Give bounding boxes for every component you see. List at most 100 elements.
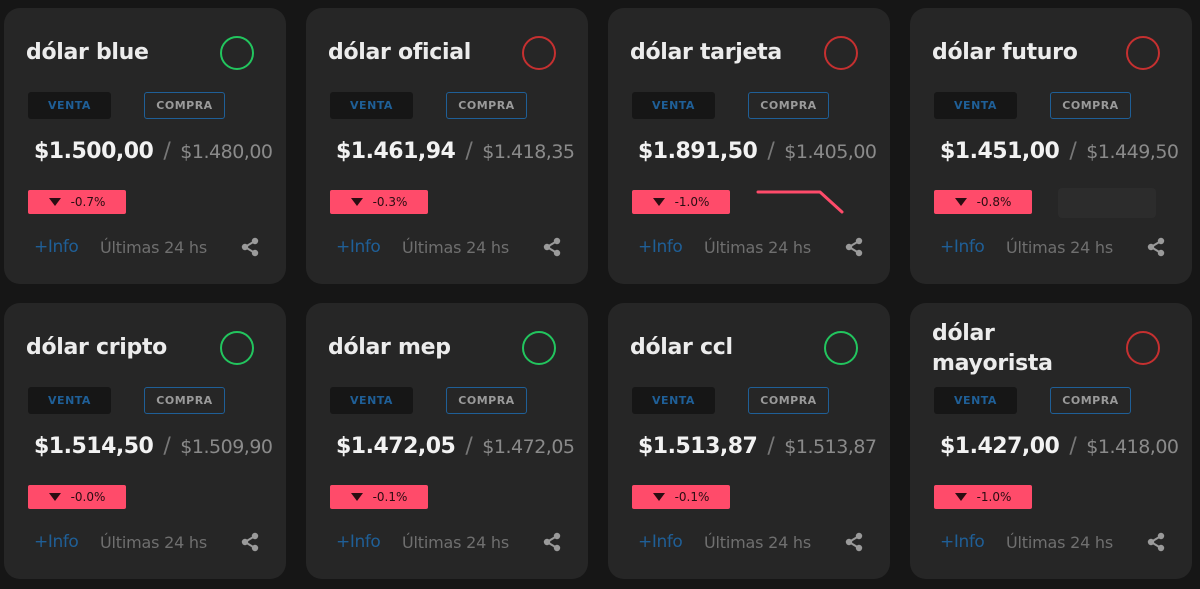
sell-price: $1.461,94 bbox=[336, 139, 456, 164]
triangle-down-icon bbox=[350, 493, 363, 501]
price-row: $1.472,05 / $1.472,05 bbox=[336, 431, 575, 463]
venta-tab[interactable]: VENTA bbox=[632, 387, 715, 414]
price-row: $1.513,87 / $1.513,87 bbox=[638, 431, 877, 463]
triangle-down-icon bbox=[652, 198, 665, 206]
quote-card-blue[interactable]: dólar blue VENTA COMPRA $1.500,00 / $1.480… bbox=[4, 8, 286, 284]
info-link[interactable]: +Info bbox=[34, 237, 79, 257]
status-circle-icon bbox=[824, 331, 858, 365]
venta-tab[interactable]: VENTA bbox=[934, 387, 1017, 414]
share-icon[interactable] bbox=[844, 532, 864, 552]
buy-price: $1.405,00 bbox=[784, 141, 877, 163]
triangle-down-icon bbox=[652, 493, 665, 501]
card-title: dólar cripto bbox=[26, 335, 167, 360]
status-circle-icon bbox=[522, 331, 556, 365]
triangle-down-icon bbox=[48, 493, 61, 501]
info-link[interactable]: +Info bbox=[336, 532, 381, 552]
price-separator: / bbox=[1069, 434, 1077, 459]
change-badge: -0.1% bbox=[330, 485, 428, 509]
card-footer: +Info Últimas 24 hs bbox=[34, 234, 266, 260]
change-badge: -0.1% bbox=[632, 485, 730, 509]
venta-tab[interactable]: VENTA bbox=[330, 92, 413, 119]
compra-tab[interactable]: COMPRA bbox=[748, 387, 829, 414]
last-24h-link[interactable]: Últimas 24 hs bbox=[1006, 237, 1114, 257]
sell-price: $1.513,87 bbox=[638, 434, 758, 459]
change-value: -0.7% bbox=[70, 195, 106, 209]
last-24h-link[interactable]: Últimas 24 hs bbox=[704, 237, 812, 257]
compra-tab[interactable]: COMPRA bbox=[748, 92, 829, 119]
share-icon[interactable] bbox=[1146, 532, 1166, 552]
change-badge: -1.0% bbox=[632, 190, 730, 214]
sell-price: $1.891,50 bbox=[638, 139, 758, 164]
price-row: $1.514,50 / $1.509,90 bbox=[34, 431, 273, 463]
price-separator: / bbox=[163, 139, 171, 164]
buy-price: $1.472,05 bbox=[482, 436, 575, 458]
last-24h-link[interactable]: Últimas 24 hs bbox=[402, 237, 510, 257]
change-value: -0.0% bbox=[70, 490, 106, 504]
info-link[interactable]: +Info bbox=[638, 237, 683, 257]
info-link[interactable]: +Info bbox=[336, 237, 381, 257]
compra-tab[interactable]: COMPRA bbox=[144, 92, 225, 119]
last-24h-link[interactable]: Últimas 24 hs bbox=[1006, 532, 1114, 552]
compra-tab[interactable]: COMPRA bbox=[446, 92, 527, 119]
status-circle-icon bbox=[1126, 36, 1160, 70]
info-link[interactable]: +Info bbox=[638, 532, 683, 552]
compra-tab[interactable]: COMPRA bbox=[446, 387, 527, 414]
venta-tab[interactable]: VENTA bbox=[28, 92, 111, 119]
share-icon[interactable] bbox=[844, 237, 864, 257]
card-footer: +Info Últimas 24 hs bbox=[638, 529, 870, 555]
triangle-down-icon bbox=[954, 198, 967, 206]
status-circle-icon bbox=[824, 36, 858, 70]
share-icon[interactable] bbox=[240, 237, 260, 257]
status-circle-icon bbox=[522, 36, 556, 70]
price-separator: / bbox=[1069, 139, 1077, 164]
status-circle-icon bbox=[1126, 331, 1160, 365]
quote-card-futuro[interactable]: dólar futuro VENTA COMPRA $1.451,00/$1.4… bbox=[910, 8, 1192, 284]
status-circle-icon bbox=[220, 36, 254, 70]
price-row: $1.500,00 / $1.480,00 bbox=[34, 136, 273, 168]
price-separator: / bbox=[767, 434, 775, 459]
price-row: $1.891,50 / $1.405,00 bbox=[638, 136, 877, 168]
price-separator: / bbox=[465, 434, 473, 459]
info-link[interactable]: +Info bbox=[34, 532, 79, 552]
share-icon[interactable] bbox=[1146, 237, 1166, 257]
info-link[interactable]: +Info bbox=[940, 532, 985, 552]
compra-tab[interactable]: COMPRA bbox=[1050, 92, 1131, 119]
quote-card-oficial[interactable]: dólar oficial VENTA COMPRA $1.461,94/$1.… bbox=[306, 8, 588, 284]
venta-tab[interactable]: VENTA bbox=[28, 387, 111, 414]
share-icon[interactable] bbox=[542, 237, 562, 257]
venta-tab[interactable]: VENTA bbox=[632, 92, 715, 119]
card-title: dólar blue bbox=[26, 40, 149, 65]
change-badge: -0.3% bbox=[330, 190, 428, 214]
info-link[interactable]: +Info bbox=[940, 237, 985, 257]
card-title: dólar tarjeta bbox=[630, 40, 782, 65]
card-footer: +Info Últimas 24 hs bbox=[34, 529, 266, 555]
sparkline-placeholder bbox=[1058, 188, 1156, 218]
last-24h-link[interactable]: Últimas 24 hs bbox=[100, 532, 208, 552]
price-row: $1.427,00 / $1.418,00 bbox=[940, 431, 1179, 463]
share-icon[interactable] bbox=[542, 532, 562, 552]
change-value: -0.1% bbox=[372, 490, 408, 504]
venta-tab[interactable]: VENTA bbox=[330, 387, 413, 414]
quote-card-cripto[interactable]: dólar cripto VENTA COMPRA $1.514,50/$1.5… bbox=[4, 303, 286, 579]
last-24h-link[interactable]: Últimas 24 hs bbox=[704, 532, 812, 552]
change-badge: -1.0% bbox=[934, 485, 1032, 509]
last-24h-link[interactable]: Últimas 24 hs bbox=[402, 532, 510, 552]
card-title: dólar mayorista bbox=[932, 321, 1053, 376]
venta-tab[interactable]: VENTA bbox=[934, 92, 1017, 119]
share-icon[interactable] bbox=[240, 532, 260, 552]
quote-card-mayorista[interactable]: dólar mayorista VENTA COMPRA $1.427,00/$… bbox=[910, 303, 1192, 579]
compra-tab[interactable]: COMPRA bbox=[144, 387, 225, 414]
card-footer: +Info Últimas 24 hs bbox=[940, 529, 1172, 555]
last-24h-link[interactable]: Últimas 24 hs bbox=[100, 237, 208, 257]
quote-card-tarjeta[interactable]: dólar tarjeta VENTA COMPRA $1.891,50/$1.… bbox=[608, 8, 890, 284]
quote-card-mep[interactable]: dólar mep VENTA COMPRA $1.472,05/$1.472,… bbox=[306, 303, 588, 579]
card-title: dólar futuro bbox=[932, 40, 1078, 65]
change-value: -0.1% bbox=[674, 490, 710, 504]
sparkline-line bbox=[756, 190, 844, 214]
quote-card-ccl[interactable]: dólar ccl VENTA COMPRA $1.513,87/$1.513,… bbox=[608, 303, 890, 579]
sell-price: $1.451,00 bbox=[940, 139, 1060, 164]
card-title: dólar ccl bbox=[630, 335, 733, 360]
sell-price: $1.514,50 bbox=[34, 434, 154, 459]
compra-tab[interactable]: COMPRA bbox=[1050, 387, 1131, 414]
